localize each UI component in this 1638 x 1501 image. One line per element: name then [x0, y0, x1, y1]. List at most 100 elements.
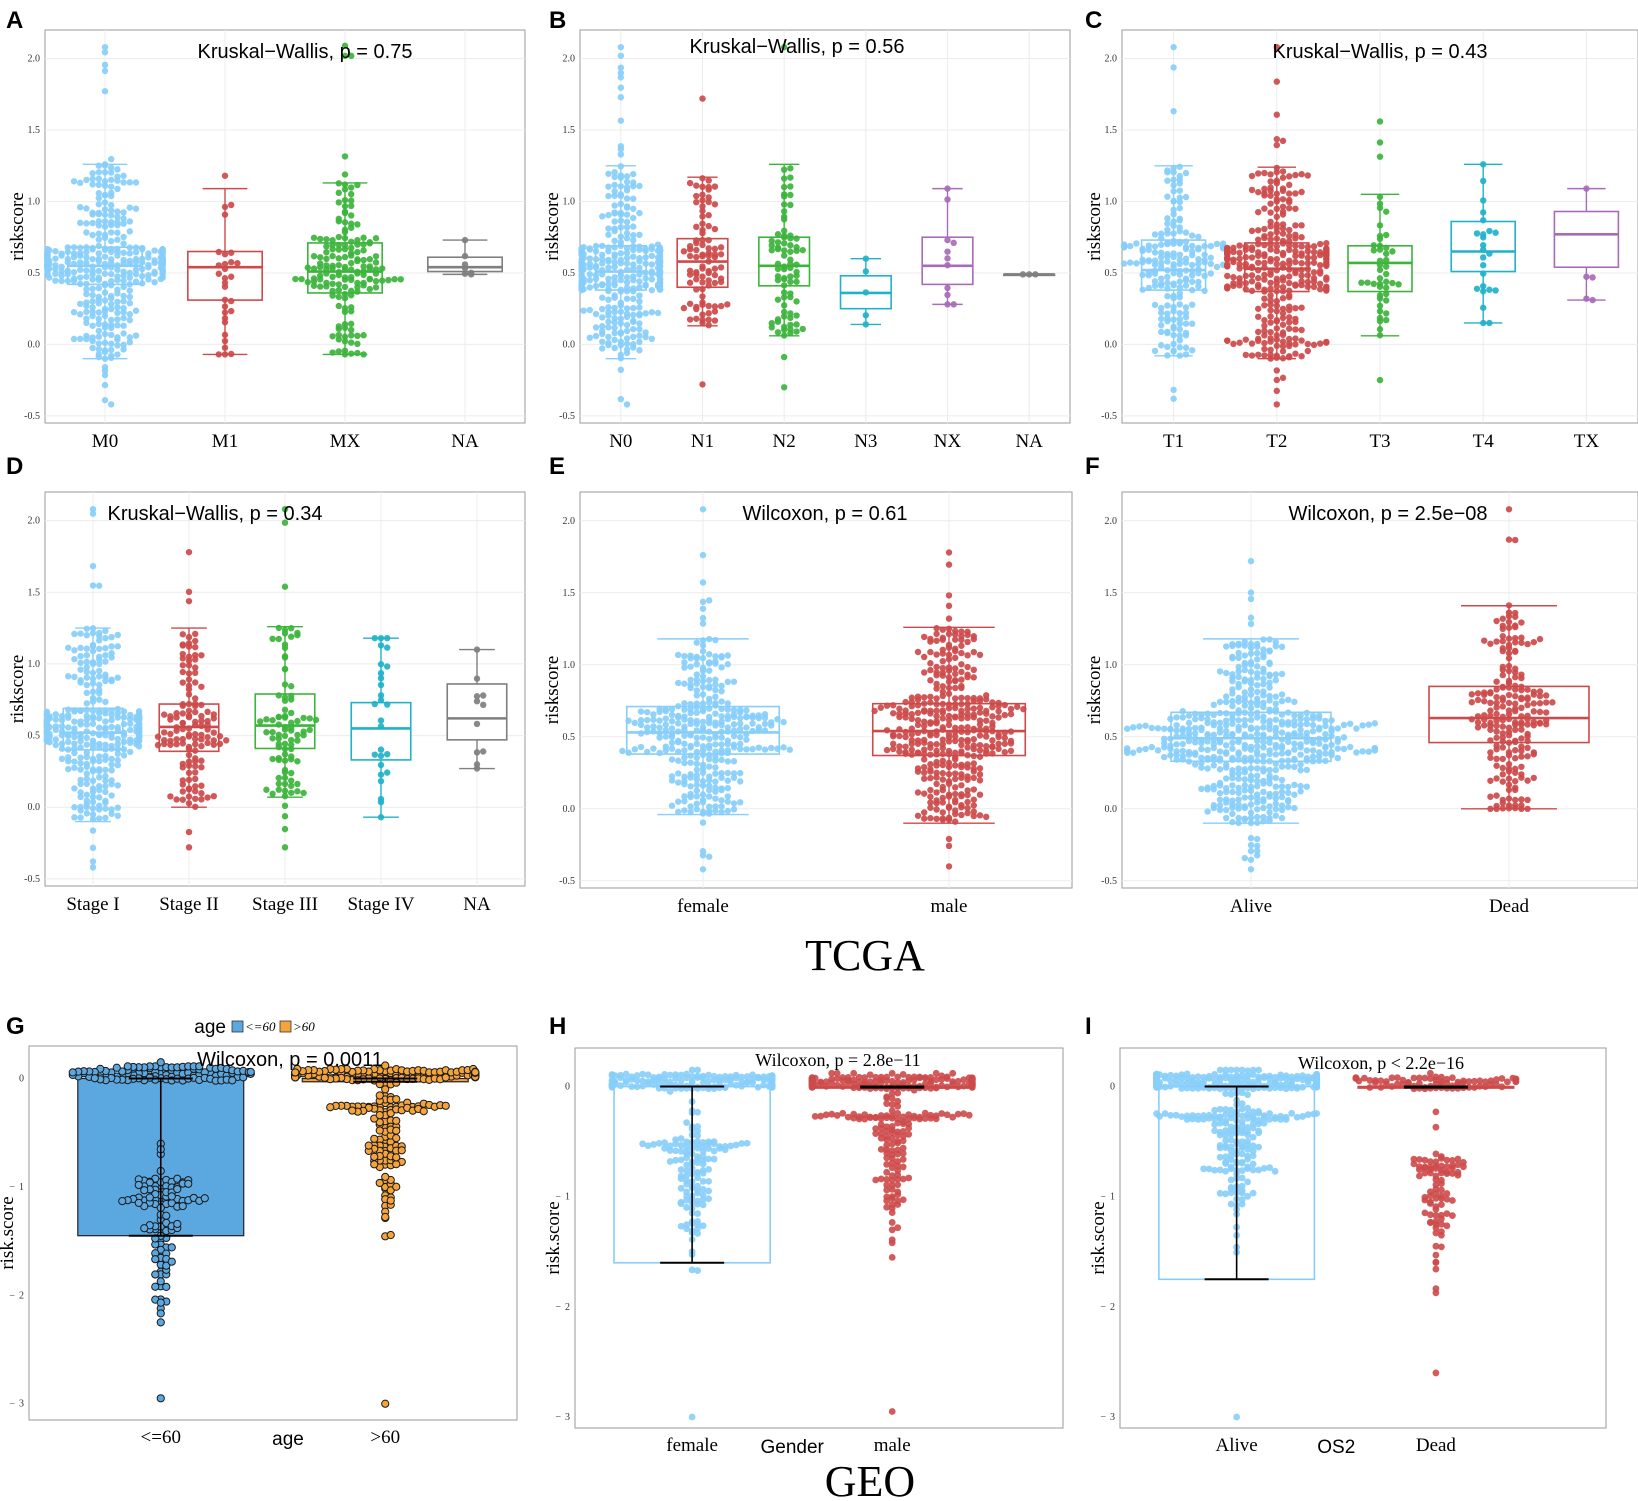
data-point	[995, 714, 1002, 721]
data-point	[630, 195, 637, 202]
data-point	[662, 706, 669, 713]
data-point	[102, 718, 109, 725]
y-axis-title: riskscore	[7, 192, 28, 261]
data-point	[1241, 769, 1249, 776]
data-point	[108, 711, 115, 719]
data-point	[888, 1101, 896, 1108]
data-point	[151, 1270, 160, 1279]
data-point	[768, 744, 775, 752]
data-point	[1164, 258, 1171, 265]
data-point	[83, 791, 91, 798]
data-point	[156, 1394, 165, 1403]
data-point	[1286, 335, 1293, 343]
data-point	[1255, 188, 1262, 196]
data-point	[1317, 251, 1324, 259]
data-point	[945, 592, 953, 599]
data-point	[43, 711, 51, 719]
data-point	[611, 218, 618, 225]
data-point	[672, 1136, 680, 1144]
data-point	[354, 248, 361, 256]
data-point	[1499, 615, 1507, 622]
data-point	[1493, 742, 1500, 749]
data-point	[749, 720, 756, 727]
data-point	[605, 339, 612, 347]
data-point	[375, 1110, 384, 1120]
data-point	[1254, 681, 1261, 689]
data-point	[473, 675, 481, 682]
data-point	[730, 774, 738, 781]
data-point	[1254, 835, 1261, 843]
data-point	[1272, 671, 1280, 678]
data-point	[1170, 340, 1177, 348]
data-point	[294, 629, 301, 637]
data-point	[768, 1072, 776, 1079]
data-point	[648, 286, 656, 294]
data-point	[617, 163, 625, 170]
y-tick-label: 1.0	[1105, 660, 1118, 671]
data-point	[630, 214, 637, 222]
data-point	[102, 756, 109, 763]
data-point	[908, 715, 915, 723]
data-point	[1235, 770, 1242, 777]
data-point	[983, 742, 990, 750]
data-point	[1260, 804, 1267, 812]
data-point	[605, 324, 612, 331]
data-point	[58, 272, 65, 279]
data-point	[89, 322, 96, 329]
data-point	[699, 236, 706, 244]
data-point	[1480, 209, 1487, 216]
data-point	[1130, 749, 1137, 756]
data-point	[636, 231, 643, 239]
data-point	[185, 769, 193, 777]
data-point	[1241, 694, 1249, 701]
data-point	[666, 1147, 674, 1154]
data-point	[58, 723, 66, 730]
data-point	[730, 741, 738, 748]
data-point	[1286, 190, 1293, 197]
data-point	[650, 1081, 658, 1088]
data-point	[693, 671, 700, 678]
data-point	[623, 349, 631, 357]
data-point	[1292, 190, 1299, 197]
data-point	[694, 1132, 702, 1139]
data-point	[114, 309, 121, 317]
data-point	[896, 748, 903, 755]
data-point	[96, 786, 103, 794]
data-point	[77, 335, 84, 343]
data-point	[1235, 784, 1242, 792]
data-point	[952, 676, 959, 684]
data-point	[686, 316, 694, 323]
data-point	[694, 1144, 702, 1152]
data-point	[288, 625, 295, 632]
data-point	[1272, 728, 1280, 735]
data-point	[1207, 242, 1215, 250]
data-point	[1173, 722, 1180, 729]
data-point	[1176, 198, 1184, 206]
data-point	[1229, 745, 1236, 752]
data-point	[787, 273, 794, 280]
data-point	[77, 803, 84, 811]
data-point	[1505, 765, 1513, 773]
y-tick-label: 0.0	[563, 339, 576, 350]
data-point	[1272, 760, 1280, 767]
data-point	[1486, 286, 1493, 293]
data-point	[995, 740, 1002, 747]
data-point	[95, 284, 103, 292]
data-point	[1518, 743, 1525, 750]
data-point	[102, 652, 109, 659]
data-point	[108, 340, 115, 347]
data-point	[1285, 763, 1292, 770]
data-point	[1286, 306, 1293, 314]
data-point	[1223, 750, 1230, 757]
data-point	[605, 275, 612, 283]
data-point	[605, 225, 612, 232]
panel-label: C	[1085, 7, 1102, 34]
data-point	[927, 804, 934, 811]
data-point	[737, 720, 744, 727]
data-point	[1376, 193, 1384, 201]
data-point	[1328, 728, 1335, 735]
data-point	[650, 711, 657, 718]
data-point	[114, 336, 121, 343]
data-point	[114, 322, 121, 329]
data-point	[672, 1147, 680, 1155]
